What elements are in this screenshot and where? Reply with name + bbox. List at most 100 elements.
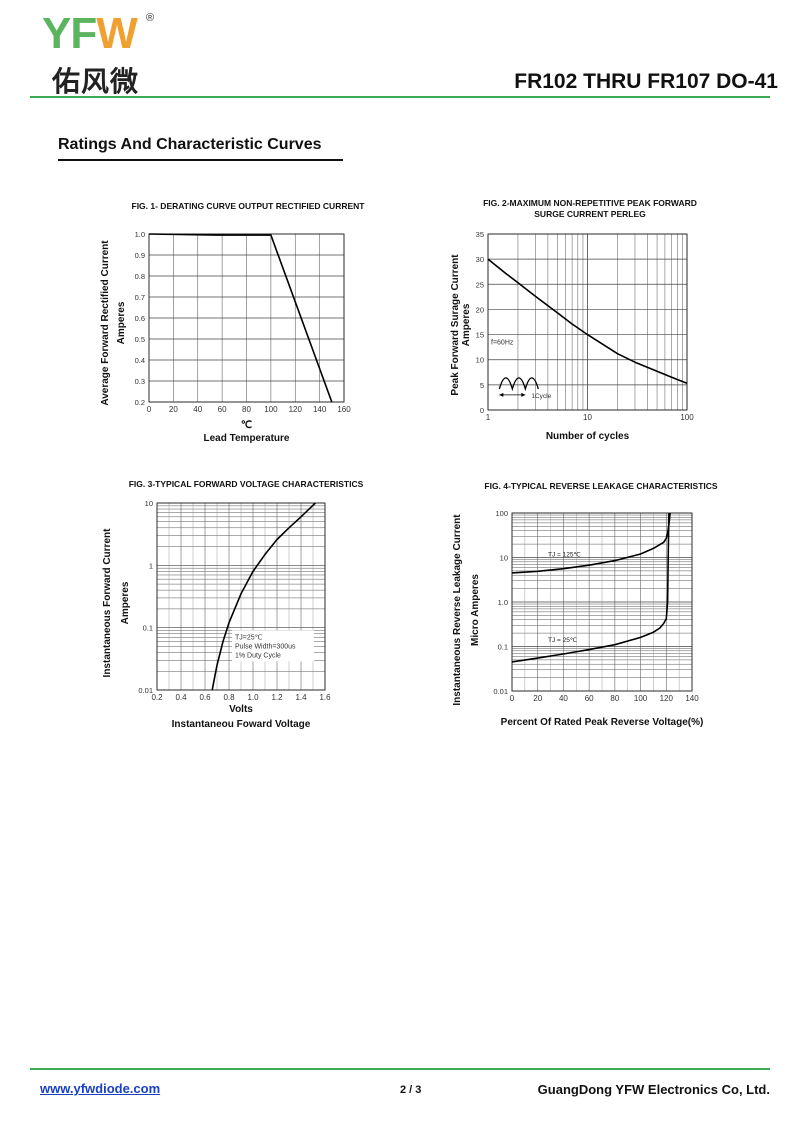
fig1-x-tick-label: 160 <box>337 405 351 414</box>
fig3-x-tick-label: 0.8 <box>223 693 235 702</box>
company-name: GuangDong YFW Electronics Co, Ltd. <box>537 1082 770 1097</box>
fig2-x-tick-label: 1 <box>486 413 491 422</box>
fig3-x-axis-label: Volts <box>229 704 253 715</box>
fig4-y-tick-label: 100 <box>495 509 508 518</box>
fig2-plot-frame <box>487 233 688 411</box>
fig2-frequency-annotation: f=60Hz <box>491 340 514 347</box>
fig1-x-axis-label: Lead Temperature <box>204 433 290 444</box>
fig4-x-tick-label: 20 <box>533 694 542 703</box>
fig3-condition-annotation: TJ=25℃ <box>235 634 263 641</box>
fig4-x-tick-label: 100 <box>634 694 648 703</box>
fig2-x-tick-label: 10 <box>583 413 592 422</box>
fig4-series-line-1 <box>511 512 670 663</box>
fig3-condition-annotation: Pulse Width=300us <box>235 643 296 650</box>
section-underline <box>58 159 343 161</box>
logo-letter-f: F <box>70 9 97 58</box>
fig2-cycle-annotation: 1Cycle <box>531 393 551 400</box>
fig1-x-tick-label: 60 <box>218 405 227 414</box>
fig1-plot-frame <box>148 233 345 403</box>
company-logo: YFW ® 佑风微 <box>42 10 172 100</box>
fig2-y-tick-label: 5 <box>480 381 484 390</box>
fig4-series-label: TJ = 125℃ <box>548 552 581 559</box>
footer-divider <box>30 1068 770 1070</box>
fig4-chart: 0 20 40 60 80 100 120 140 0.01 0.1 1.0 10 100 FIG. 4-… <box>452 481 718 728</box>
fig1-y-axis-label: Average Forward Rectified Current <box>100 240 111 406</box>
fig1-x-tick-label: 100 <box>264 405 278 414</box>
fig1-x-tick-label: 40 <box>193 405 202 414</box>
fig3-title: FIG. 3-TYPICAL FORWARD VOLTAGE CHARACTER… <box>129 479 364 489</box>
fig3-y-tick-label: 0.1 <box>143 624 153 633</box>
fig1-y-tick-label: 0.4 <box>135 356 145 365</box>
fig4-title: FIG. 4-TYPICAL REVERSE LEAKAGE CHARACTER… <box>484 481 717 491</box>
fig2-y-tick-label: 25 <box>476 280 484 289</box>
fig4-x-tick-label: 40 <box>559 694 568 703</box>
fig3-y-tick-label: 1 <box>149 561 153 570</box>
fig2-title: SURGE CURRENT PERLEG <box>534 209 646 219</box>
fig4-x-tick-label: 0 <box>510 694 515 703</box>
fig4-x-tick-label: 80 <box>610 694 619 703</box>
fig4-y-axis-unit: Micro Amperes <box>470 574 481 646</box>
fig1-series-line-0 <box>148 233 333 403</box>
fig1-y-tick-label: 0.2 <box>135 398 145 407</box>
fig3-y-axis-label: Instantaneous Forward Current <box>102 528 113 678</box>
fig1-y-tick-label: 0.9 <box>135 251 145 260</box>
fig3-x-tick-label: 0.2 <box>151 693 163 702</box>
fig1-y-tick-label: 1.0 <box>135 230 145 239</box>
fig3-x-tick-label: 0.6 <box>199 693 211 702</box>
fig1-y-tick-label: 0.8 <box>135 272 145 281</box>
fig2-x-tick-label: 100 <box>680 413 694 422</box>
fig1-chart: 0 20 40 60 80 100 120 140 160 0.2 0.3 0.4 0.5 0.6 0.7 0… <box>100 201 365 444</box>
fig2-series-line-0 <box>487 258 688 385</box>
fig2-cycle-wave-icon <box>498 377 539 392</box>
fig4-x-axis-label: Percent Of Rated Peak Reverse Voltage(%) <box>501 717 704 728</box>
fig3-plot-frame <box>156 502 326 691</box>
website-link[interactable]: www.yfwdiode.com <box>40 1081 161 1096</box>
fig1-x-tick-label: 140 <box>313 405 327 414</box>
header-divider <box>30 96 770 98</box>
fig1-title: FIG. 1- DERATING CURVE OUTPUT RECTIFIED … <box>132 201 366 211</box>
fig4-y-tick-label: 10 <box>500 554 508 563</box>
fig2-x-axis-label: Number of cycles <box>546 431 630 442</box>
fig3-y-axis-unit: Amperes <box>120 581 131 624</box>
fig1-x-tick-label: 120 <box>289 405 303 414</box>
fig4-y-tick-label: 0.1 <box>498 643 508 652</box>
fig4-x-tick-label: 60 <box>585 694 594 703</box>
logo-letter-y: Y <box>42 9 71 58</box>
fig2-title: FIG. 2-MAXIMUM NON-REPETITIVE PEAK FORWA… <box>483 198 697 208</box>
fig2-y-tick-label: 20 <box>476 305 484 314</box>
fig4-x-tick-label: 140 <box>685 694 699 703</box>
fig1-y-tick-label: 0.7 <box>135 293 145 302</box>
fig3-x-tick-label: 0.4 <box>175 693 187 702</box>
fig3-y-tick-label: 10 <box>145 499 153 508</box>
logo-chinese-name: 佑风微 <box>52 65 140 98</box>
fig2-y-tick-label: 10 <box>476 356 484 365</box>
fig4-y-axis-label: Instantaneous Reverse Leakage Current <box>452 514 463 706</box>
fig3-x-axis-label: Instantaneou Foward Voltage <box>172 719 311 730</box>
fig3-annotation-box <box>232 630 314 662</box>
logo-lettering: YFW <box>42 9 138 58</box>
fig3-x-tick-label: 1.4 <box>295 693 307 702</box>
fig3-chart: 0.2 0.4 0.6 0.8 1.0 1.2 1.4 1.6 0.01 0.1 1 10 FIG. 3… <box>102 479 364 730</box>
fig2-y-axis-unit: Amperes <box>461 303 472 346</box>
fig3-x-tick-label: 1.6 <box>319 693 331 702</box>
fig4-series-label: TJ = 25℃ <box>548 637 578 644</box>
document-title: FR102 THRU FR107 DO-41 <box>514 70 778 93</box>
fig3-x-tick-label: 1.2 <box>271 693 283 702</box>
fig2-chart: 1 10 100 0 5 10 15 20 25 30 35 FIG. 2-MAXIMUM NON-R… <box>450 198 697 442</box>
fig1-x-tick-label: 0 <box>147 405 152 414</box>
page-number: 2 / 3 <box>400 1084 422 1096</box>
fig1-x-axis-label: ℃ <box>241 420 252 431</box>
fig1-x-tick-label: 20 <box>169 405 178 414</box>
fig3-series-line-0 <box>211 502 316 691</box>
fig3-condition-annotation: 1% Duty Cycle <box>235 652 281 659</box>
fig4-y-tick-label: 0.01 <box>493 687 508 696</box>
logo-letter-w: W <box>96 9 138 58</box>
fig4-plot-frame <box>511 512 693 692</box>
fig2-y-tick-label: 35 <box>476 230 484 239</box>
fig4-x-tick-label: 120 <box>660 694 674 703</box>
fig1-y-tick-label: 0.5 <box>135 335 145 344</box>
fig3-y-tick-label: 0.01 <box>138 686 153 695</box>
fig2-y-tick-label: 0 <box>480 406 484 415</box>
registered-mark: ® <box>146 12 155 24</box>
